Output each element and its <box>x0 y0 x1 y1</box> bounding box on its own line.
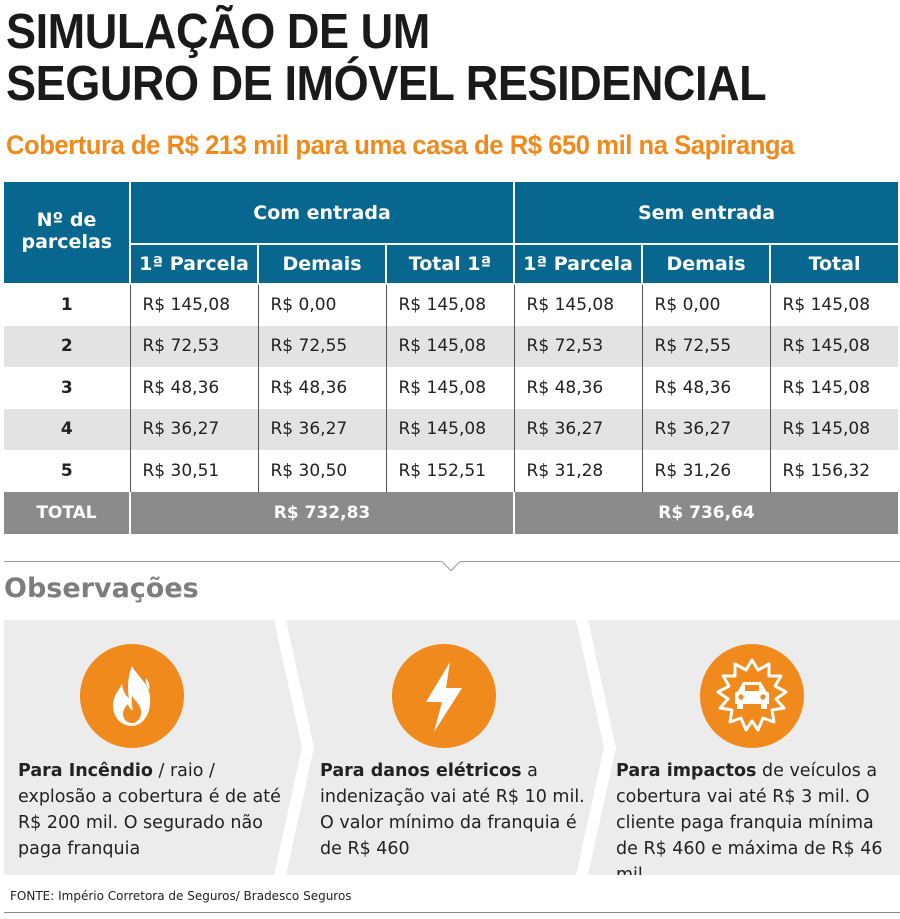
row-number: 5 <box>4 450 131 492</box>
table-cell: R$ 31,26 <box>642 450 771 492</box>
table-cell: R$ 145,08 <box>782 295 871 316</box>
title-line-1: SIMULAÇÃO DE UM <box>6 5 430 59</box>
table-cell: R$ 145,08 <box>386 325 515 367</box>
group-sem-entrada-header: Sem entrada <box>514 182 899 245</box>
obs-panel-danos-eletricos: Para danos elétricos a indenização vai a… <box>286 620 604 875</box>
obs-text: Para Incêndio / raio / explosão a cobert… <box>18 758 288 862</box>
obs-body: a indenização vai até R$ 10 mil. O valor… <box>320 761 585 859</box>
sub-header: Demais <box>258 244 387 285</box>
obs-panel-incendio: Para Incêndio / raio / explosão a cobert… <box>4 620 302 875</box>
table-row: 4 R$ 36,27 R$ 36,27 R$ 145,08 R$ 36,27 R… <box>4 408 899 450</box>
obs-body: de veículos a cobertura vai até R$ 3 mil… <box>616 761 883 885</box>
table-cell: R$ 48,36 <box>642 367 771 409</box>
table-cell: R$ 30,50 <box>258 450 387 492</box>
row-number: 4 <box>4 408 131 450</box>
bottom-rule <box>4 912 900 913</box>
table-cell: R$ 48,36 <box>258 367 387 409</box>
obs-text: Para danos elétricos a indenização vai a… <box>320 758 590 862</box>
table-cell: R$ 72,55 <box>642 325 771 367</box>
table-cell: R$ 30,51 <box>130 450 259 492</box>
sub-header: Demais <box>642 244 772 285</box>
table-cell: R$ 36,27 <box>514 408 643 450</box>
table-cell: R$ 48,36 <box>130 367 259 409</box>
table-cell: R$ 145,08 <box>130 284 259 326</box>
obs-bold: Para danos elétricos <box>320 761 522 781</box>
table-row: 3 R$ 48,36 R$ 48,36 R$ 145,08 R$ 48,36 R… <box>4 367 898 409</box>
table-cell: R$ 31,28 <box>514 450 643 492</box>
table-cell: R$ 36,27 <box>642 408 771 450</box>
title-line-2: SEGURO DE IMÓVEL RESIDENCIAL <box>6 57 767 111</box>
table-cell: R$ 72,53 <box>130 325 259 367</box>
table-subheader-row: 1ª Parcela Demais Total 1ª 1ª Parcela De… <box>4 244 899 285</box>
table-cell: R$ 156,32 <box>782 460 871 481</box>
col-parcelas-header: Nº de parcelas <box>4 182 131 285</box>
sub-header: 1ª Parcela <box>514 244 644 285</box>
table-cell: R$ 72,53 <box>514 325 643 367</box>
table-cell: R$ 145,08 <box>386 408 515 450</box>
observacoes-title: Observações <box>4 573 199 604</box>
car-crash-icon <box>700 644 804 748</box>
table-row: 5 R$ 30,51 R$ 30,50 R$ 152,51 R$ 31,28 R… <box>4 450 898 492</box>
table-row: 2 R$ 72,53 R$ 72,55 R$ 145,08 R$ 72,53 R… <box>4 325 899 367</box>
table-row: 1 R$ 145,08 R$ 0,00 R$ 145,08 R$ 145,08 … <box>4 284 898 326</box>
table-cell: R$ 145,08 <box>386 367 515 409</box>
total-sem-entrada: R$ 736,64 <box>514 491 899 534</box>
sub-header: 1ª Parcela <box>130 244 259 285</box>
table-cell: R$ 36,27 <box>130 408 259 450</box>
table-cell: R$ 0,00 <box>642 284 771 326</box>
table-cell: R$ 0,00 <box>258 284 387 326</box>
table-cell: R$ 72,55 <box>258 325 387 367</box>
page-title: SIMULAÇÃO DE UM SEGURO DE IMÓVEL RESIDEN… <box>6 6 825 110</box>
table-cell: R$ 48,36 <box>514 367 643 409</box>
row-number: 2 <box>4 325 131 367</box>
subtitle: Cobertura de R$ 213 mil para uma casa de… <box>6 130 794 160</box>
obs-text: Para impactos de veículos a cobertura va… <box>616 758 898 885</box>
lightning-icon <box>392 644 496 748</box>
obs-panel-impactos: Para impactos de veículos a cobertura va… <box>588 620 900 875</box>
row-number: 3 <box>4 367 131 409</box>
total-com-entrada: R$ 732,83 <box>130 491 516 534</box>
obs-bold: Para Incêndio <box>18 761 153 781</box>
observacoes-panels: Para Incêndio / raio / explosão a cobert… <box>4 620 900 875</box>
table-header-row: Nº de parcelas Com entrada Sem entrada <box>4 182 899 285</box>
simulation-table: Nº de parcelas Com entrada Sem entrada 1… <box>4 182 899 534</box>
table-cell: R$ 145,08 <box>514 284 643 326</box>
table-cell: R$ 152,51 <box>386 450 515 492</box>
obs-bold: Para impactos <box>616 761 757 781</box>
source-note: FONTE: Império Corretora de Seguros/ Bra… <box>10 889 352 903</box>
table-cell: R$ 145,08 <box>770 408 899 450</box>
sub-header: Total <box>770 244 899 285</box>
table-cell: R$ 36,27 <box>258 408 387 450</box>
table-cell: R$ 145,08 <box>386 284 515 326</box>
sub-header: Total 1ª <box>386 244 516 285</box>
table-cell: R$ 145,08 <box>782 377 871 398</box>
total-label: TOTAL <box>4 491 131 534</box>
obs-body: / raio / explosão a cobertura é de até R… <box>18 761 281 859</box>
group-com-entrada-header: Com entrada <box>130 182 516 245</box>
row-number: 1 <box>4 284 131 326</box>
fire-icon <box>80 644 184 748</box>
table-cell: R$ 145,08 <box>770 325 899 367</box>
divider-notch <box>438 561 464 573</box>
total-row: TOTAL R$ 732,83 R$ 736,64 <box>4 491 899 534</box>
